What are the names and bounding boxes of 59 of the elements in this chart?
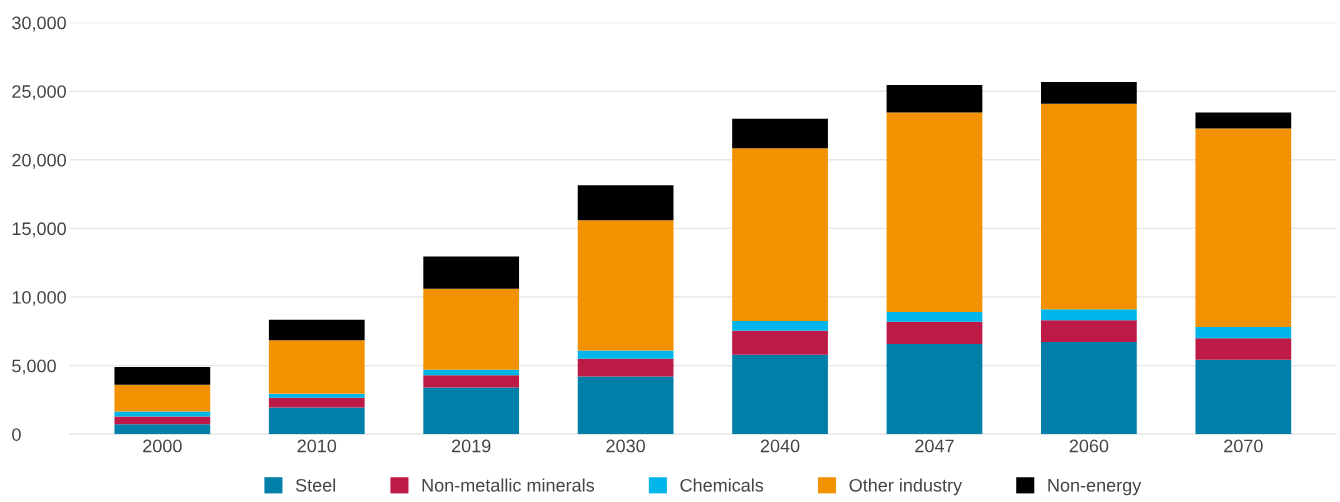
bar bbox=[577, 185, 674, 221]
y-tick-label: 10,000 bbox=[12, 290, 66, 306]
legend-label: Steel bbox=[295, 478, 336, 492]
x-tick-label: 2040 bbox=[760, 439, 800, 453]
bar bbox=[886, 321, 983, 344]
bar bbox=[577, 220, 674, 351]
x-tick-label: 2047 bbox=[915, 439, 954, 453]
bar bbox=[732, 321, 828, 331]
bar bbox=[1041, 82, 1137, 104]
legend-label: Non-metallic minerals bbox=[422, 478, 595, 492]
bar bbox=[114, 384, 211, 412]
legend-label: Other industry bbox=[849, 478, 963, 496]
bar bbox=[1195, 112, 1292, 129]
bar bbox=[423, 288, 520, 370]
bar bbox=[1041, 103, 1137, 310]
y-tick-label: 25,000 bbox=[12, 85, 66, 101]
bar bbox=[732, 148, 828, 322]
y-tick-label: 15,000 bbox=[12, 222, 66, 238]
bar bbox=[268, 393, 365, 398]
bar bbox=[886, 112, 983, 313]
bar bbox=[268, 397, 365, 408]
bar bbox=[114, 367, 211, 385]
x-tick-label: 2060 bbox=[1069, 439, 1109, 453]
bar bbox=[268, 407, 365, 435]
bar bbox=[114, 424, 211, 435]
bar bbox=[886, 312, 983, 322]
bar bbox=[1195, 359, 1292, 435]
bar bbox=[732, 330, 828, 355]
bar bbox=[886, 343, 983, 435]
legend-label: Chemicals bbox=[680, 478, 764, 492]
bar bbox=[1195, 326, 1292, 339]
y-tick-label: 0 bbox=[12, 428, 21, 441]
bar bbox=[1041, 341, 1137, 435]
bar bbox=[732, 354, 828, 435]
bar bbox=[423, 387, 520, 435]
bar bbox=[423, 369, 520, 376]
bar bbox=[732, 118, 828, 149]
y-tick-label: 5,000 bbox=[12, 359, 56, 375]
x-tick-label: 2010 bbox=[297, 439, 337, 453]
bar bbox=[1195, 338, 1292, 360]
legend-label: Non-energy bbox=[1048, 479, 1142, 496]
bar bbox=[1041, 309, 1137, 321]
x-tick-label: 2030 bbox=[606, 439, 645, 453]
x-tick-label: 2019 bbox=[452, 439, 491, 453]
bar bbox=[1195, 128, 1292, 327]
x-tick-label: 2000 bbox=[143, 439, 182, 453]
bar bbox=[268, 340, 365, 394]
y-tick-label: 30,000 bbox=[12, 16, 66, 32]
bar bbox=[423, 375, 520, 388]
bar bbox=[886, 85, 983, 113]
x-tick-label: 2070 bbox=[1224, 439, 1263, 453]
bar bbox=[423, 256, 520, 289]
bar bbox=[268, 319, 365, 341]
y-tick-label: 20,000 bbox=[12, 153, 66, 169]
bar bbox=[577, 358, 674, 377]
bar bbox=[577, 350, 674, 359]
bar bbox=[1041, 320, 1137, 342]
bar bbox=[114, 416, 211, 425]
bar bbox=[577, 376, 674, 435]
